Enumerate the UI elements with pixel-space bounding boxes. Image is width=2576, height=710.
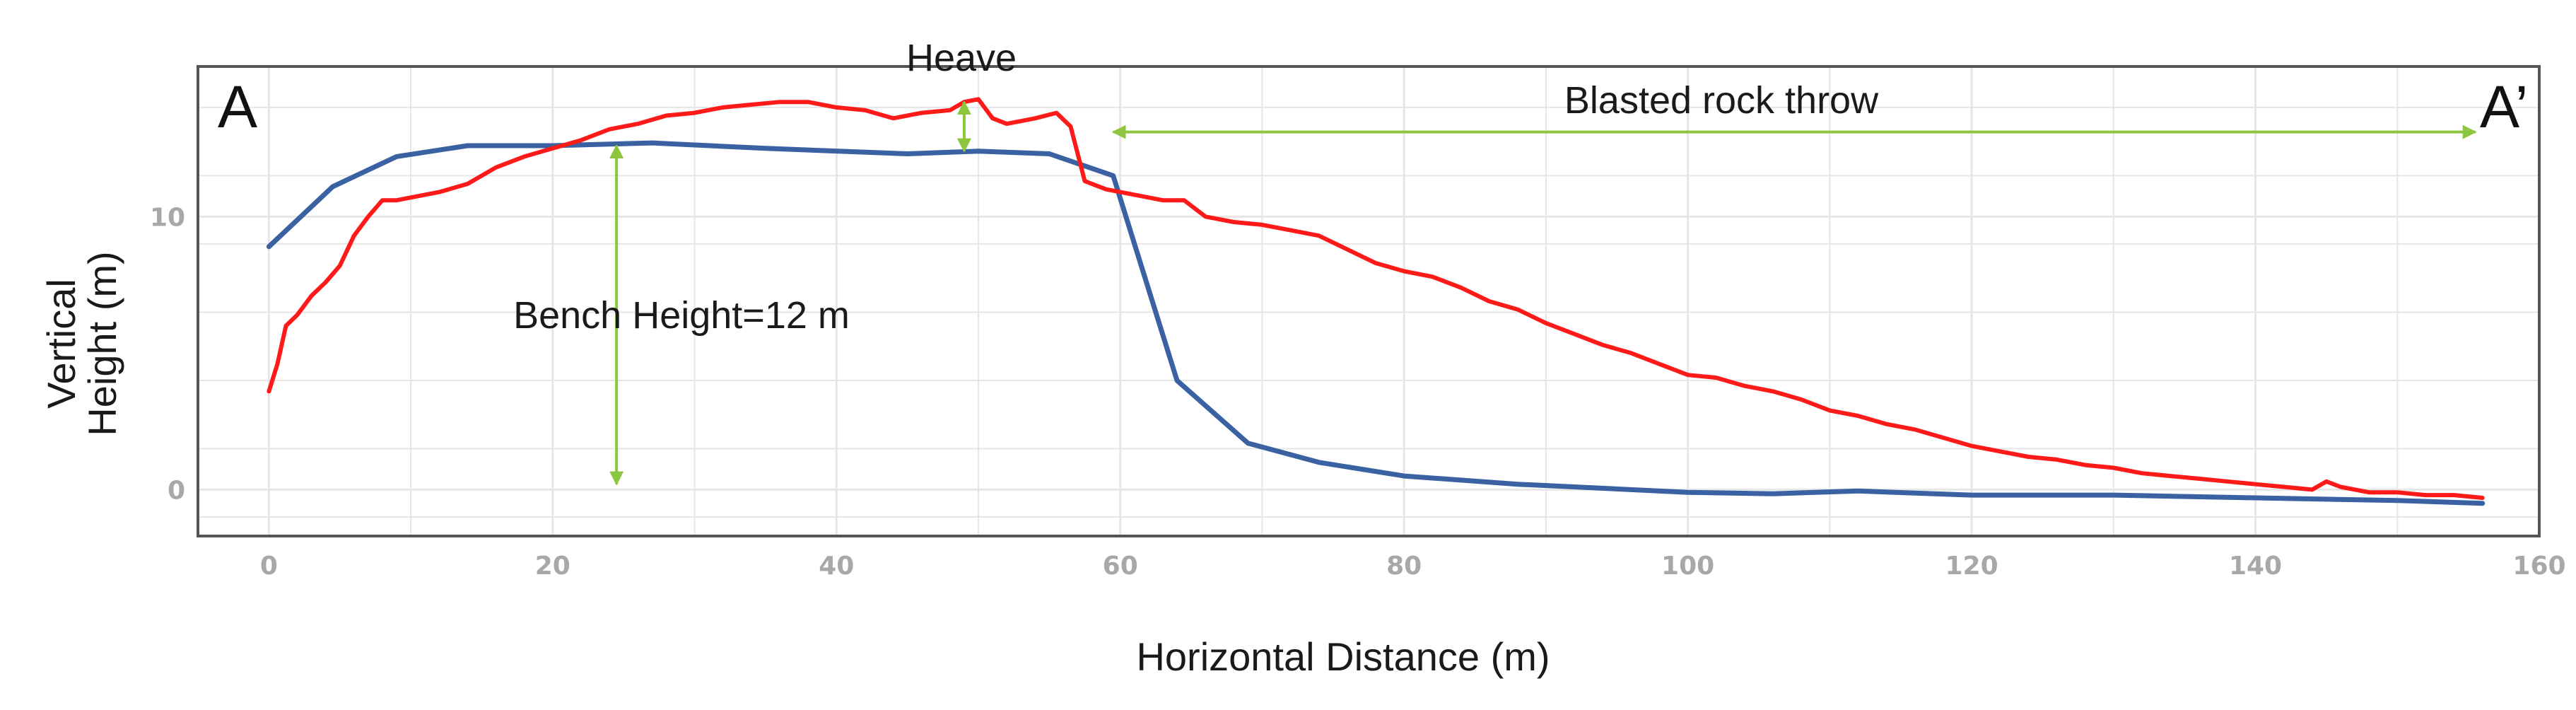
x-tick-label: 160: [2512, 552, 2565, 581]
x-tick-label: 80: [1386, 552, 1422, 581]
rock-throw-label: Blasted rock throw: [1564, 79, 1879, 122]
section-end-label: A’: [2480, 74, 2528, 140]
y-axis-title: Vertical Height (m): [39, 251, 124, 436]
x-tick-label: 60: [1103, 552, 1138, 581]
pre-blast-profile-line: [266, 140, 2486, 506]
x-tick-label: 100: [1661, 552, 1714, 581]
x-tick-label: 120: [1945, 552, 1998, 581]
x-tick-label: 140: [2229, 552, 2282, 581]
y-axis-title-line-2: Height (m): [80, 251, 124, 436]
section-start-label: A: [218, 74, 257, 140]
x-tick-label: 40: [819, 552, 854, 581]
y-tick-label: 0: [168, 476, 185, 505]
grid-lines: [198, 66, 2541, 536]
x-tick-label: 0: [260, 552, 278, 581]
post-blast-profile-line: [267, 97, 2485, 500]
y-axis-title-line-1: Vertical: [39, 279, 83, 409]
x-tick-label: 20: [535, 552, 570, 581]
x-axis-title: Horizontal Distance (m): [1136, 634, 1550, 679]
plot-frame: [197, 65, 2541, 537]
heave-label: Heave: [906, 37, 1017, 79]
x-axis-ticks: 0 20 40 60 80 100 120 140 160: [260, 552, 2566, 581]
bench-height-label: Bench Height=12 m: [513, 294, 850, 337]
y-axis-ticks: 0 10: [150, 203, 185, 505]
y-tick-label: 10: [150, 203, 185, 232]
